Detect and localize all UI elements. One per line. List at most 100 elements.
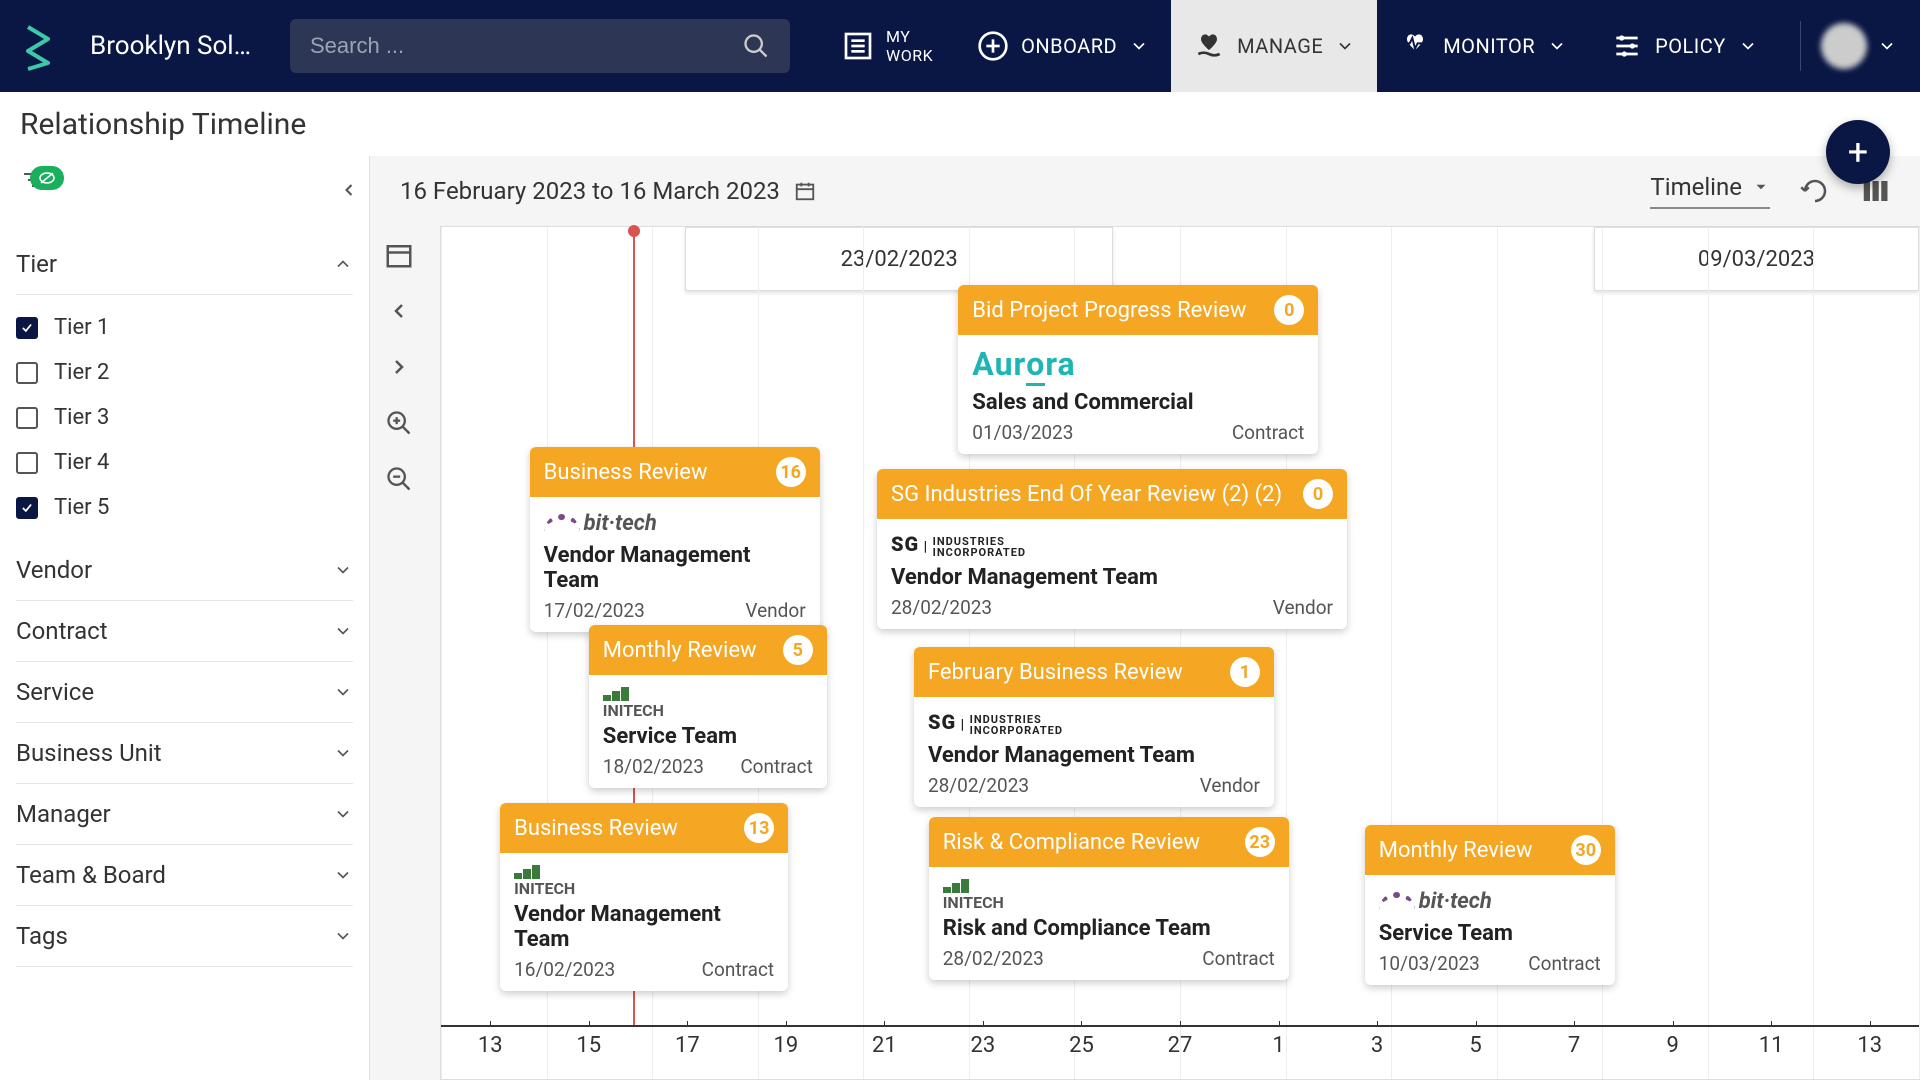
add-button[interactable]: +	[1826, 120, 1890, 184]
timeline-canvas[interactable]: 23/02/2023 09/03/2023 Business Review 16 bi…	[440, 226, 1920, 1080]
filter-section[interactable]: Team & Board	[16, 845, 353, 906]
vendor-logo: bit·tech	[1379, 885, 1601, 917]
chevron-down-icon	[333, 926, 353, 946]
checkbox[interactable]	[16, 407, 38, 429]
filter-item[interactable]: Tier 1	[16, 305, 353, 350]
filter-section[interactable]: Contract	[16, 601, 353, 662]
card-badge: 23	[1245, 827, 1275, 857]
card-type: Contract	[1202, 947, 1274, 970]
card-badge: 5	[783, 635, 813, 665]
filter-item[interactable]: Tier 2	[16, 350, 353, 395]
vendor-logo: INITECH	[514, 863, 774, 898]
x-axis-tick: 7	[1525, 1027, 1624, 1079]
heart-hand-icon	[1193, 30, 1225, 62]
chevron-down-icon	[333, 682, 353, 702]
chevron-down-icon	[333, 743, 353, 763]
card-header: Business Review13	[500, 803, 788, 853]
card-title: Business Review	[544, 460, 708, 485]
card-badge: 16	[776, 457, 806, 487]
page-title: Relationship Timeline	[20, 107, 306, 142]
timeline-card[interactable]: Business Review16bit·techVendor Manageme…	[530, 447, 820, 632]
chevron-down-icon	[1738, 36, 1758, 56]
checkbox[interactable]	[16, 362, 38, 384]
checkbox[interactable]	[16, 317, 38, 339]
card-title: Risk & Compliance Review	[943, 830, 1200, 855]
zoom-in-button[interactable]	[381, 405, 417, 441]
x-axis-tick: 19	[737, 1027, 836, 1079]
nav-onboard[interactable]: ONBOARD	[955, 0, 1171, 92]
filter-item[interactable]: Tier 5	[16, 485, 353, 530]
date-header: 23/02/2023	[685, 227, 1114, 291]
refresh-icon[interactable]	[1800, 176, 1830, 206]
timeline-card[interactable]: Risk & Compliance Review23INITECHRisk an…	[929, 817, 1289, 980]
user-avatar[interactable]	[1821, 23, 1867, 69]
x-axis-tick: 3	[1328, 1027, 1427, 1079]
filter-section[interactable]: Service	[16, 662, 353, 723]
x-axis-tick: 11	[1722, 1027, 1821, 1079]
filter-item-label: Tier 3	[54, 405, 109, 430]
nav-policy[interactable]: POLICY	[1589, 0, 1780, 92]
card-badge: 0	[1274, 295, 1304, 325]
filter-section[interactable]: Manager	[16, 784, 353, 845]
card-team: Vendor Management Team	[544, 543, 806, 593]
search-box[interactable]	[290, 19, 790, 73]
calendar-icon[interactable]	[794, 180, 816, 202]
eye-off-icon	[38, 171, 56, 185]
chevron-left-icon	[339, 180, 359, 200]
filter-section[interactable]: Business Unit	[16, 723, 353, 784]
date-header: 09/03/2023	[1594, 227, 1919, 291]
nav-label: ONBOARD	[1021, 34, 1117, 58]
filter-section-tier[interactable]: Tier	[16, 234, 353, 295]
date-range-text: 16 February 2023 to 16 March 2023	[400, 177, 780, 205]
card-title: Monthly Review	[1379, 838, 1533, 863]
card-type: Contract	[702, 958, 774, 981]
next-button[interactable]	[381, 349, 417, 385]
card-date: 28/02/2023	[943, 947, 1044, 970]
view-mode-label: Timeline	[1650, 173, 1742, 201]
chevron-down-icon	[1335, 36, 1355, 56]
filter-item[interactable]: Tier 3	[16, 395, 353, 440]
nav-label: MANAGE	[1237, 34, 1323, 58]
x-axis-tick: 5	[1426, 1027, 1525, 1079]
chevron-down-icon[interactable]	[1877, 36, 1897, 56]
timeline-card[interactable]: Monthly Review30bit·techService Team10/0…	[1365, 825, 1615, 985]
card-team: Vendor Management Team	[514, 902, 774, 952]
timeline-content: 16 February 2023 to 16 March 2023 Timeli…	[370, 156, 1920, 1080]
view-mode-dropdown[interactable]: Timeline	[1650, 173, 1770, 209]
card-title: February Business Review	[928, 660, 1183, 685]
filter-item-label: Tier 5	[54, 495, 109, 520]
filter-section[interactable]: Tags	[16, 906, 353, 967]
visibility-toggle[interactable]	[30, 166, 64, 190]
card-team: Vendor Management Team	[891, 565, 1333, 590]
filter-section[interactable]: Vendor	[16, 540, 353, 601]
chevron-down-icon	[333, 560, 353, 580]
calendar-tool[interactable]	[381, 237, 417, 273]
card-date: 16/02/2023	[514, 958, 615, 981]
timeline-card[interactable]: Monthly Review5INITECHService Team18/02/…	[589, 625, 827, 788]
timeline-card[interactable]: February Business Review1SG | INDUSTRIES…	[914, 647, 1274, 807]
caret-down-icon	[1752, 178, 1770, 196]
timeline-card[interactable]: Business Review13 INITECH Vendor Managemen…	[500, 803, 788, 991]
search-input[interactable]	[310, 33, 742, 59]
card-team: Service Team	[603, 724, 813, 749]
card-type: Vendor	[1273, 596, 1333, 619]
nav-my-work[interactable]: MYWORK	[820, 0, 955, 92]
zoom-out-button[interactable]	[381, 461, 417, 497]
sidebar-collapse-button[interactable]	[339, 180, 359, 204]
heartbeat-icon	[1399, 30, 1431, 62]
nav-label: MONITOR	[1443, 34, 1535, 58]
timeline-card[interactable]: Bid Project Progress Review0AuroraSales …	[958, 285, 1318, 454]
prev-button[interactable]	[381, 293, 417, 329]
checkbox[interactable]	[16, 452, 38, 474]
filter-item[interactable]: Tier 4	[16, 440, 353, 485]
nav-manage[interactable]: MANAGE	[1171, 0, 1377, 92]
x-axis-tick: 25	[1032, 1027, 1131, 1079]
checkbox[interactable]	[16, 497, 38, 519]
card-type: Contract	[1528, 952, 1600, 975]
nav-monitor[interactable]: MONITOR	[1377, 0, 1589, 92]
card-date: 28/02/2023	[891, 596, 992, 619]
card-title: Bid Project Progress Review	[972, 298, 1246, 323]
card-header: Bid Project Progress Review 0	[958, 285, 1318, 335]
vendor-logo: Aurora	[972, 345, 1304, 386]
timeline-card[interactable]: SG Industries End Of Year Review (2) (2)…	[877, 469, 1347, 629]
